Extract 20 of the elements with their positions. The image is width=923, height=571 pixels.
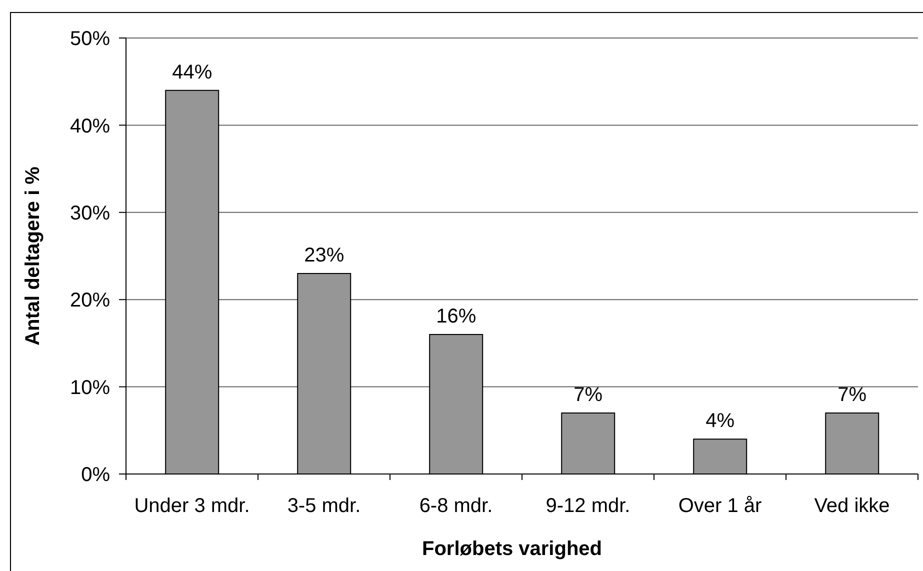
y-tick-label: 10% [70, 376, 110, 399]
y-tick-label: 30% [70, 202, 110, 224]
x-tick-label: 6-8 mdr. [419, 495, 493, 517]
data-label: 7% [574, 384, 603, 406]
y-axis-title: Antal deltagere i % [22, 166, 44, 346]
data-label: 16% [436, 305, 476, 328]
data-label: 4% [706, 410, 735, 432]
data-label: 7% [838, 384, 867, 406]
y-tick-label: 50% [70, 28, 110, 50]
x-tick-label: 3-5 mdr. [287, 495, 361, 517]
x-tick-label: Ved ikke [814, 495, 890, 517]
x-tick-label: Under 3 mdr. [134, 495, 250, 517]
y-tick-label: 0% [81, 464, 110, 486]
x-tick-label: Over 1 år [678, 495, 762, 517]
y-tick-label: 40% [70, 115, 110, 138]
data-label: 44% [172, 61, 212, 84]
x-axis-title: Forløbets varighed [422, 538, 602, 560]
x-tick-label: 9-12 mdr. [546, 495, 630, 517]
data-label: 23% [304, 244, 344, 266]
y-tick-label: 20% [70, 290, 110, 312]
